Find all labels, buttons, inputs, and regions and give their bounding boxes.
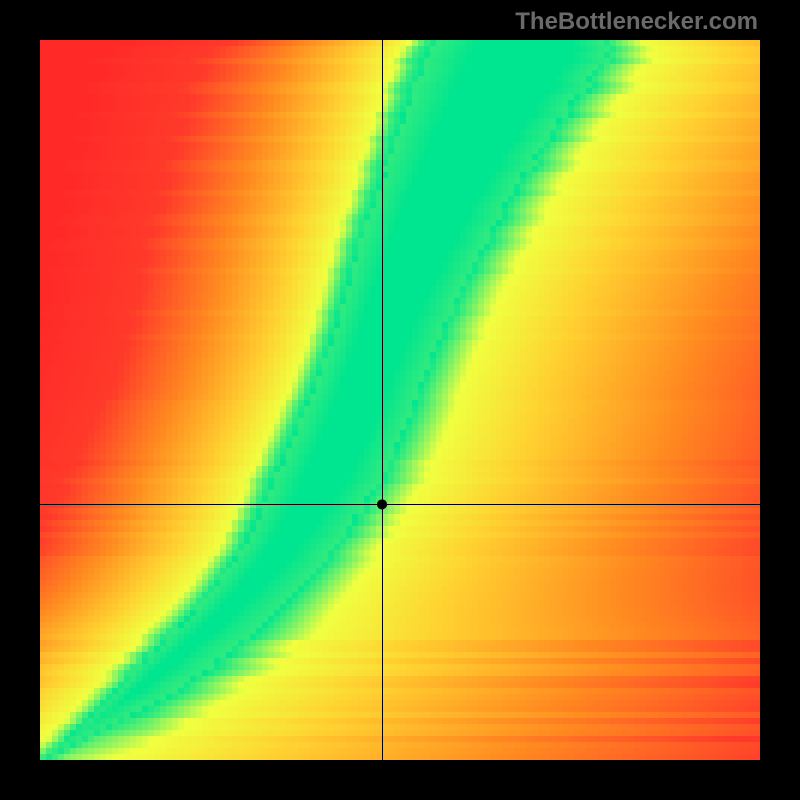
heatmap-canvas (0, 0, 800, 800)
chart-container: TheBottlenecker.com (0, 0, 800, 800)
watermark-text: TheBottlenecker.com (515, 8, 758, 36)
